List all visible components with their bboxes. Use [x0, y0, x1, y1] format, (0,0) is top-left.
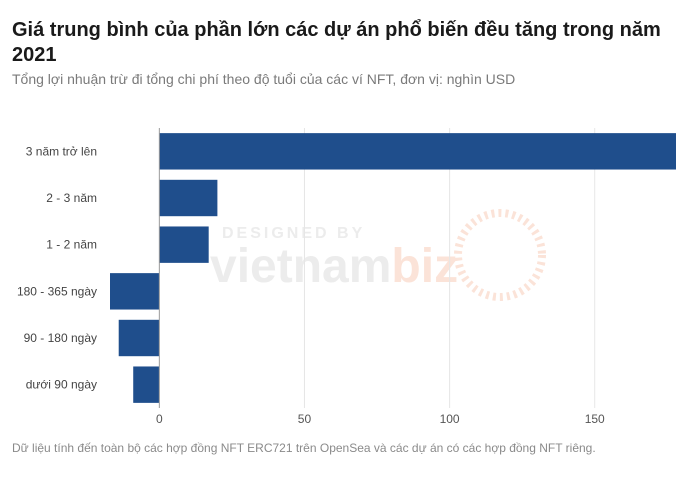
category-label: 90 - 180 ngày [24, 331, 97, 345]
chart-title: Giá trung bình của phần lớn các dự án ph… [12, 19, 661, 66]
bar [110, 273, 160, 310]
watermark-logo-icon [454, 209, 546, 301]
bar [118, 319, 160, 357]
category-label: 2 - 3 năm [46, 191, 97, 205]
bars [110, 133, 677, 403]
category-label: 3 năm trở lên [26, 144, 97, 158]
bar [159, 179, 218, 217]
bar [133, 366, 160, 403]
watermark-brand-b: biz [391, 240, 458, 293]
y-axis-categories: 3 năm trở lên 2 - 3 năm 1 - 2 năm 180 - 365… [17, 144, 97, 391]
category-label: 1 - 2 năm [46, 238, 97, 252]
bar [159, 226, 209, 263]
chart-subtitle: Tổng lợi nhuận trừ đi tổng chi phí theo … [12, 71, 516, 87]
watermark: DESIGNED BY vietnambiz [210, 209, 546, 301]
watermark-brand: vietnambiz [210, 240, 458, 293]
x-tick-label: 0 [156, 412, 163, 426]
watermark-brand-a: vietnam [210, 240, 391, 293]
x-axis-ticks: 0 50 100 150 [156, 412, 605, 426]
footnote: Dữ liệu tính đến toàn bộ các hợp đồng NF… [12, 441, 596, 455]
grid-lines [303, 128, 596, 408]
watermark-designed-by: DESIGNED BY [222, 225, 365, 242]
x-tick-label: 100 [440, 412, 460, 426]
x-tick-label: 50 [298, 412, 312, 426]
x-tick-label: 150 [585, 412, 605, 426]
category-label: 180 - 365 ngày [17, 284, 97, 298]
bar [159, 133, 677, 170]
category-label: dưới 90 ngày [26, 378, 97, 392]
